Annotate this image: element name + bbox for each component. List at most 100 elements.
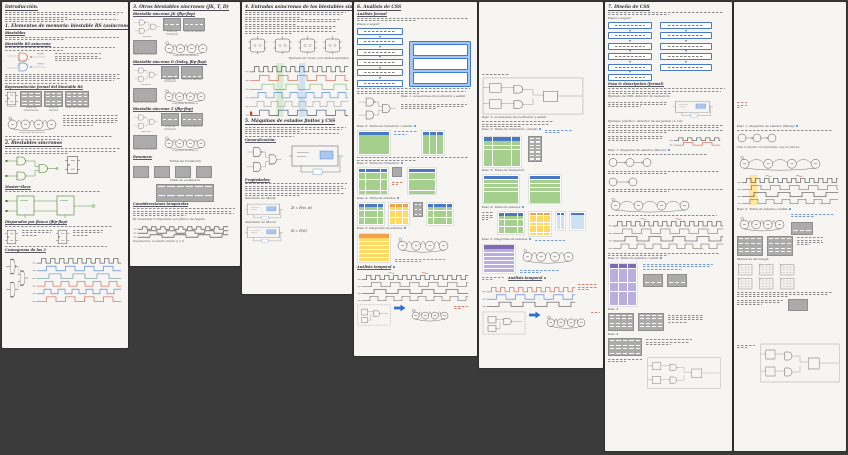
table-cell xyxy=(433,207,440,211)
table-cell xyxy=(199,25,204,28)
handwriting-line xyxy=(22,234,39,236)
step-marker-icon xyxy=(667,148,670,151)
table-cell xyxy=(774,252,780,256)
state-diagram xyxy=(610,197,690,212)
table-cell xyxy=(365,172,373,176)
blue-arrow-icon xyxy=(529,311,541,318)
table-cell xyxy=(645,325,651,328)
table-cell xyxy=(507,253,515,257)
note-page-6[interactable]: 7. Diseño de CSS Pasos a seguir: Paso 0: d… xyxy=(605,2,732,451)
table-cell xyxy=(155,170,160,173)
handwriting-line xyxy=(737,299,783,301)
table-cell xyxy=(415,176,422,180)
table-cell xyxy=(382,147,390,151)
table-cell xyxy=(402,210,409,214)
table-cell xyxy=(393,174,397,177)
note-page-2[interactable]: 3. Otros biestables síncronos (JK, T, D)… xyxy=(130,2,240,266)
table-cell xyxy=(639,314,645,317)
table-cell xyxy=(167,75,173,78)
flow-arrow-icon xyxy=(685,60,687,63)
table-cell xyxy=(580,218,585,221)
table-cell xyxy=(511,212,518,216)
table-cell xyxy=(543,222,551,226)
table-cell xyxy=(167,70,173,74)
table-cell xyxy=(792,224,799,228)
table-cell xyxy=(556,224,561,227)
note-page-5[interactable]: Paso 1: ecuaciones de excitación y salid… xyxy=(479,2,603,368)
table-cell xyxy=(529,150,535,154)
table-cell xyxy=(422,135,430,139)
step-marker-icon xyxy=(528,238,531,241)
table-cell xyxy=(150,146,156,149)
table-caption: Tabla de transición xyxy=(165,31,179,36)
table-cell xyxy=(498,226,505,230)
table-cell xyxy=(366,238,374,242)
table-cell xyxy=(798,229,806,232)
flow-arrow-icon xyxy=(685,29,687,32)
table-cell xyxy=(364,221,371,225)
note-page-7[interactable]: Paso 1: diagrama de estados (Mealy) Vale … xyxy=(734,2,846,451)
step-label: Tablas de transición xyxy=(133,160,237,164)
section-heading: 3. Otros biestables síncronos (JK, T, D) xyxy=(133,5,237,11)
table-cell xyxy=(529,232,537,236)
table-cell xyxy=(366,242,374,246)
table-cell xyxy=(504,230,511,234)
table-cell xyxy=(492,158,502,162)
data-table xyxy=(357,201,385,226)
table-cell xyxy=(627,268,637,273)
step-label-text: Paso 3: Tabla de transición xyxy=(357,161,400,166)
table-cell xyxy=(651,322,657,325)
table-cell xyxy=(627,317,633,320)
table-cell xyxy=(433,203,440,207)
captioned-figure: Tabla de estados xyxy=(181,112,203,129)
table-cell xyxy=(556,218,561,221)
handwriting-lines xyxy=(245,126,346,133)
table-cell xyxy=(627,325,633,328)
table-cell xyxy=(145,138,151,141)
note-page-3[interactable]: 4. Entradas asíncronas de los biestables… xyxy=(242,2,352,294)
flow-arrow-icon xyxy=(379,46,381,49)
content-row xyxy=(608,357,729,389)
handwriting-lines xyxy=(608,170,720,175)
table-cell xyxy=(364,214,371,218)
content-col xyxy=(395,233,451,264)
table-cell xyxy=(145,90,151,93)
table-cell xyxy=(139,90,145,93)
table-cell xyxy=(197,172,202,175)
table-cell xyxy=(805,224,812,228)
content-row xyxy=(245,144,349,176)
table-cell xyxy=(162,68,168,71)
step-label-text: Paso 2: Tabla de estados / salida xyxy=(608,256,659,261)
note-page-4[interactable]: 6. Análisis de CSS Análisis formal Pasos a… xyxy=(354,2,477,356)
table-cell xyxy=(382,253,390,258)
table-cell xyxy=(134,170,139,173)
table-cell xyxy=(639,319,645,323)
table-cell xyxy=(134,94,140,97)
table-cell xyxy=(414,208,418,211)
note-page-1[interactable]: Introducción. 1. Elementos de memoria: bi… xyxy=(2,2,128,348)
table-cell xyxy=(134,51,140,54)
subsection-heading-text: Biestable síncrono D (Delay, flip-flop) xyxy=(133,59,207,65)
state-diagram xyxy=(411,309,449,322)
subsection-heading-text: Análisis temporal xyxy=(357,264,392,270)
table-cell xyxy=(192,122,197,125)
table-cell xyxy=(429,187,436,191)
table-cell xyxy=(162,66,168,69)
table-cell xyxy=(150,90,156,93)
handwriting-line xyxy=(5,21,65,23)
flowchart-step xyxy=(357,48,403,56)
table-cell xyxy=(627,287,637,292)
table-cell xyxy=(609,287,619,292)
table-cell xyxy=(366,245,374,250)
table-cell xyxy=(182,116,187,119)
table-cell xyxy=(71,103,77,107)
step-marker-icon xyxy=(660,257,663,260)
table-cell xyxy=(374,131,382,135)
table-cell xyxy=(145,142,151,145)
handwriting-line xyxy=(608,104,666,106)
table-cell xyxy=(511,141,521,146)
table-cell xyxy=(801,305,807,308)
content-row: Símbolo Tabla de transición Tabla de estad… xyxy=(133,112,237,134)
captioned-figure: Diagrama de estados xyxy=(162,40,210,58)
table-cell xyxy=(639,325,645,328)
